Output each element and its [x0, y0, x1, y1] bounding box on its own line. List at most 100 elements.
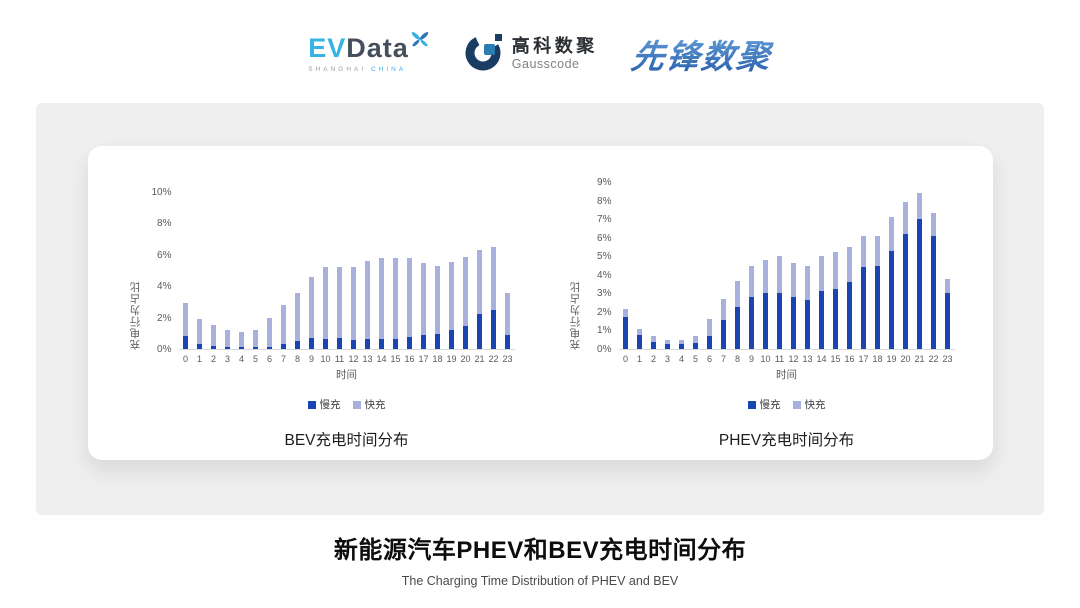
- y-tick-label: 6%: [157, 249, 172, 261]
- chart-card: 充电行为占比 0% 2% 4% 6% 8% 10% 0 1 2 3 4 5 6 7 8 9 10 11 12 13 1…: [88, 146, 993, 460]
- bar-column: [333, 267, 347, 349]
- bar-segment-慢充: [623, 317, 628, 349]
- bar-column: [235, 331, 249, 349]
- stacked-bar: [945, 278, 950, 349]
- bar-segment-快充: [309, 276, 314, 339]
- bar-segment-快充: [735, 281, 740, 308]
- legend-label: 慢充: [759, 399, 781, 411]
- stacked-bar: [875, 235, 880, 349]
- bar-segment-慢充: [449, 330, 454, 349]
- bev-x-axis: 0 1 2 3 4 5 6 7 8 9 10 11 12 13 14 15 16 17 18 19 20 21 22 23: [179, 354, 515, 364]
- stacked-bar: [239, 331, 244, 349]
- evdata-propeller-icon: [410, 27, 430, 54]
- x-tick-label: 16: [404, 354, 415, 364]
- stacked-bar: [309, 276, 314, 349]
- x-tick-label: 6: [706, 354, 712, 364]
- y-tick-label: 4%: [597, 269, 612, 281]
- stacked-bar: [449, 261, 454, 349]
- bar-column: [319, 267, 333, 349]
- bar-segment-慢充: [931, 235, 936, 349]
- stacked-bar: [393, 257, 398, 349]
- bar-column: [179, 303, 193, 349]
- bar-segment-快充: [267, 317, 272, 347]
- stacked-bar: [351, 267, 356, 349]
- x-tick-label: 11: [334, 354, 345, 364]
- bar-segment-慢充: [463, 326, 468, 349]
- bar-segment-快充: [351, 267, 356, 340]
- bar-segment-快充: [379, 257, 384, 339]
- bar-column: [417, 263, 431, 349]
- evdata-logo: EV Data SHANGHAI CHINA: [308, 31, 430, 74]
- x-tick-label: 23: [942, 354, 953, 364]
- bar-segment-快充: [945, 278, 950, 294]
- stacked-bar: [637, 328, 642, 349]
- bar-segment-快充: [505, 293, 510, 335]
- gausscode-logo: 高科数聚 Gausscode: [464, 32, 598, 77]
- legend-swatch: [352, 400, 361, 409]
- y-tick-label: 3%: [597, 288, 612, 300]
- x-tick-label: 17: [858, 354, 869, 364]
- bar-column: [927, 212, 941, 349]
- bar-segment-快充: [295, 292, 300, 342]
- bar-segment-快充: [931, 212, 936, 236]
- bar-segment-快充: [477, 250, 482, 315]
- x-tick-label: 13: [802, 354, 813, 364]
- bar-segment-慢充: [819, 291, 824, 349]
- bar-column: [445, 261, 459, 349]
- x-tick-label: 15: [390, 354, 401, 364]
- x-tick-label: 1: [196, 354, 202, 364]
- bar-column: [305, 276, 319, 349]
- bar-column: [633, 328, 647, 349]
- bar-segment-快充: [805, 265, 810, 300]
- bar-column: [249, 330, 263, 349]
- bar-column: [501, 293, 515, 349]
- stacked-bar: [407, 257, 412, 349]
- x-tick-label: 20: [460, 354, 471, 364]
- x-tick-label: 10: [320, 354, 331, 364]
- bar-segment-慢充: [847, 282, 852, 349]
- bar-column: [829, 251, 843, 349]
- stacked-bar: [421, 263, 426, 349]
- bar-segment-慢充: [183, 336, 188, 349]
- bar-segment-慢充: [651, 341, 656, 349]
- bar-segment-慢充: [337, 338, 342, 349]
- gausscode-icon: [464, 32, 504, 77]
- bar-column: [661, 339, 675, 349]
- bar-column: [857, 235, 871, 349]
- evdata-subtext: SHANGHAI CHINA: [308, 65, 430, 74]
- bar-segment-慢充: [211, 345, 216, 349]
- legend-swatch: [747, 400, 756, 409]
- bar-segment-慢充: [945, 293, 950, 349]
- bar-segment-快充: [721, 298, 726, 321]
- x-tick-label: 21: [474, 354, 485, 364]
- y-tick-label: 2%: [597, 306, 612, 318]
- stacked-bar: [735, 281, 740, 349]
- stacked-bar: [211, 325, 216, 349]
- bar-segment-快充: [749, 265, 754, 298]
- x-tick-label: 19: [446, 354, 457, 364]
- bar-column: [717, 298, 731, 349]
- x-tick-label: 16: [844, 354, 855, 364]
- evdata-sub-china: CHINA: [370, 65, 407, 73]
- bar-column: [689, 336, 703, 349]
- x-tick-label: 3: [224, 354, 230, 364]
- header-logos: EV Data SHANGHAI CHINA 高科数聚: [0, 18, 1080, 90]
- bar-column: [291, 292, 305, 349]
- stacked-bar: [267, 317, 272, 349]
- bar-segment-快充: [847, 246, 852, 283]
- bar-segment-快充: [707, 319, 712, 337]
- x-tick-label: 2: [210, 354, 216, 364]
- bar-segment-慢充: [917, 219, 922, 349]
- x-tick-label: 0: [182, 354, 188, 364]
- bar-segment-慢充: [505, 334, 510, 349]
- bar-segment-快充: [693, 336, 698, 343]
- bev-chart-title: BEV充电时间分布: [284, 432, 409, 449]
- bar-segment-慢充: [239, 347, 244, 349]
- gray-panel: 充电行为占比 0% 2% 4% 6% 8% 10% 0 1 2 3 4 5 6 7 8 9 10 11 12 13 1…: [36, 103, 1044, 515]
- legend-item: 慢充: [747, 397, 781, 412]
- bar-segment-快充: [281, 305, 286, 344]
- page-subtitle: The Charging Time Distribution of PHEV a…: [401, 574, 679, 588]
- legend-item: 快充: [352, 397, 386, 412]
- x-tick-label: 22: [928, 354, 939, 364]
- bar-segment-慢充: [253, 347, 258, 349]
